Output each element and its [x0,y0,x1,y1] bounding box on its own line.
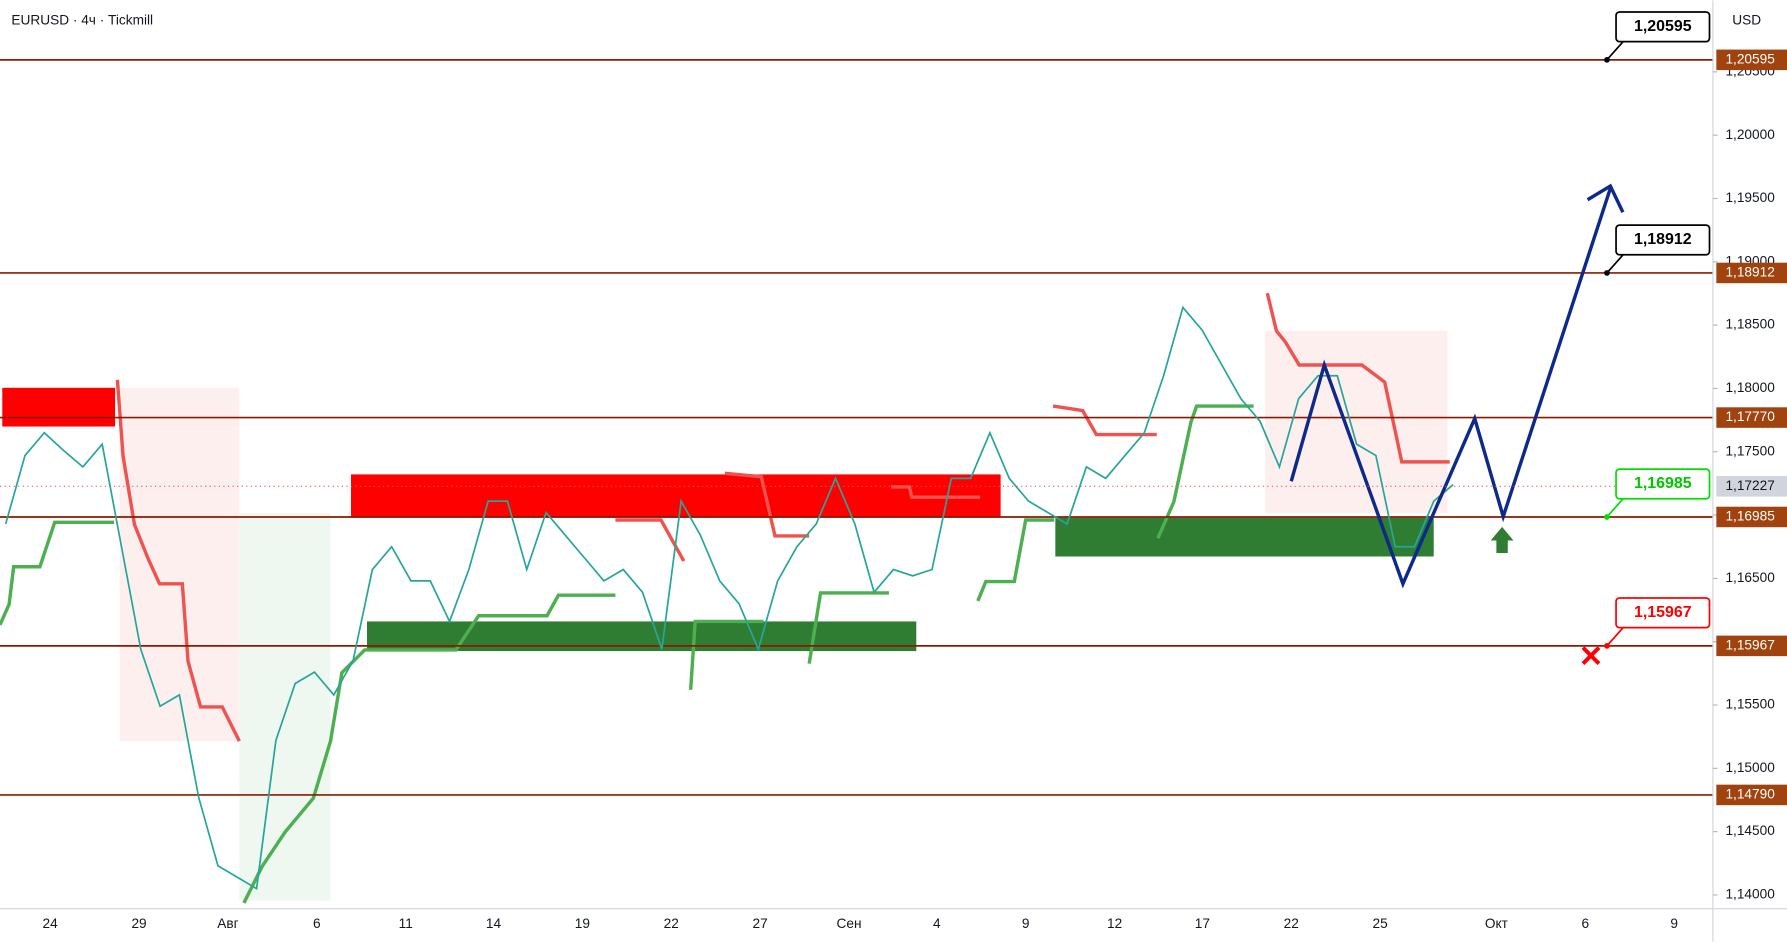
forecast [1289,183,1625,589]
level-label: 1,16985 [1725,509,1775,524]
x-tick-label: 12 [1107,916,1122,931]
y-tick-label: 1,18000 [1725,380,1775,395]
level-tag [1716,784,1787,806]
forecast-arrow [1586,183,1625,214]
resistance-zone [2,387,116,427]
supertrend-up [0,520,114,626]
y-tick-label: 1,18500 [1725,317,1775,332]
y-tick-label: 1,16500 [1725,570,1775,585]
price-line [4,305,1454,891]
supertrend-down [115,379,241,742]
x-tick-label: 29 [131,916,146,931]
current-price-label: 1,17227 [1725,478,1774,493]
supertrend-down [891,485,981,499]
y-tick-label: 1,14000 [1725,887,1775,902]
level-tag [1716,407,1787,428]
level-label: 1,17770 [1725,409,1775,424]
supertrend-up [688,619,764,690]
y-tick-label: 1,15000 [1725,760,1775,775]
callout-box [1615,597,1711,629]
level-tag [1716,506,1787,528]
current-price-tag [1716,476,1787,497]
supertrend-down [724,471,810,538]
y-tick-label: 1,17500 [1725,443,1775,458]
supertrend-down [615,518,686,562]
y-tick-label: 1,15500 [1725,697,1775,712]
level-label: 1,20595 [1725,51,1775,66]
trend-shade [119,387,240,742]
level-tag [1716,49,1787,71]
callout-label: 1,16985 [1634,475,1692,492]
forecast-path [1289,187,1612,589]
x-tick-label: Окт [1485,916,1509,931]
callout-anchor [1604,270,1610,276]
supertrend-down [1052,404,1157,437]
level-tag [1716,635,1787,657]
x-tick-label: 6 [313,916,321,931]
x-tick-label: 6 [1581,916,1589,931]
x-tick-label: 22 [664,916,679,931]
symbol-title: EURUSD · 4ч · Tickmill [11,12,153,27]
x-tick-label: 17 [1195,916,1210,931]
x-tick-label: 14 [486,916,502,931]
supertrend-up [976,518,1055,602]
zones [2,330,1448,901]
level-label: 1,18912 [1725,265,1774,280]
x-tick-label: 4 [933,916,941,931]
x-tick-label: Авг [217,916,238,931]
x-tick-label: 24 [43,916,59,931]
y-tick-label: 1,14500 [1725,823,1775,838]
level-label: 1,15967 [1725,637,1774,652]
x-tick-label: 27 [753,916,768,931]
support-zone [1055,517,1434,557]
y-tick-label: 1,20000 [1725,127,1775,142]
callout-label: 1,18912 [1634,231,1692,248]
buy-arrow [1490,526,1514,554]
callout-anchor [1604,56,1610,63]
callout-anchor [1604,643,1610,649]
x-tick-label: 9 [1670,916,1678,931]
callout-anchor [1604,514,1610,520]
level-label: 1,14790 [1725,787,1775,802]
callout-box [1615,468,1711,500]
x-tick-label: 11 [399,916,413,931]
callout-box [1615,224,1711,256]
x-tick-label: 19 [575,916,590,931]
supertrend-down [1265,292,1450,464]
y-tick-label: 1,19500 [1725,190,1775,205]
callout-label: 1,20595 [1634,18,1692,35]
stop-stroke [1581,646,1601,666]
currency: USD [1732,12,1761,27]
x-tick-label: 22 [1284,916,1299,931]
callout-box [1615,11,1711,43]
trend-shade [239,513,331,901]
x-tick-label: Сен [837,916,862,931]
levels [0,58,1713,796]
x-tick-label: 9 [1022,916,1030,931]
level-tag [1716,262,1787,284]
stop-mark [1581,646,1601,666]
resistance-zone [351,474,1001,518]
x-tick-label: 25 [1373,916,1389,931]
callout-label: 1,15967 [1634,604,1692,621]
supertrend-up [1156,404,1254,539]
